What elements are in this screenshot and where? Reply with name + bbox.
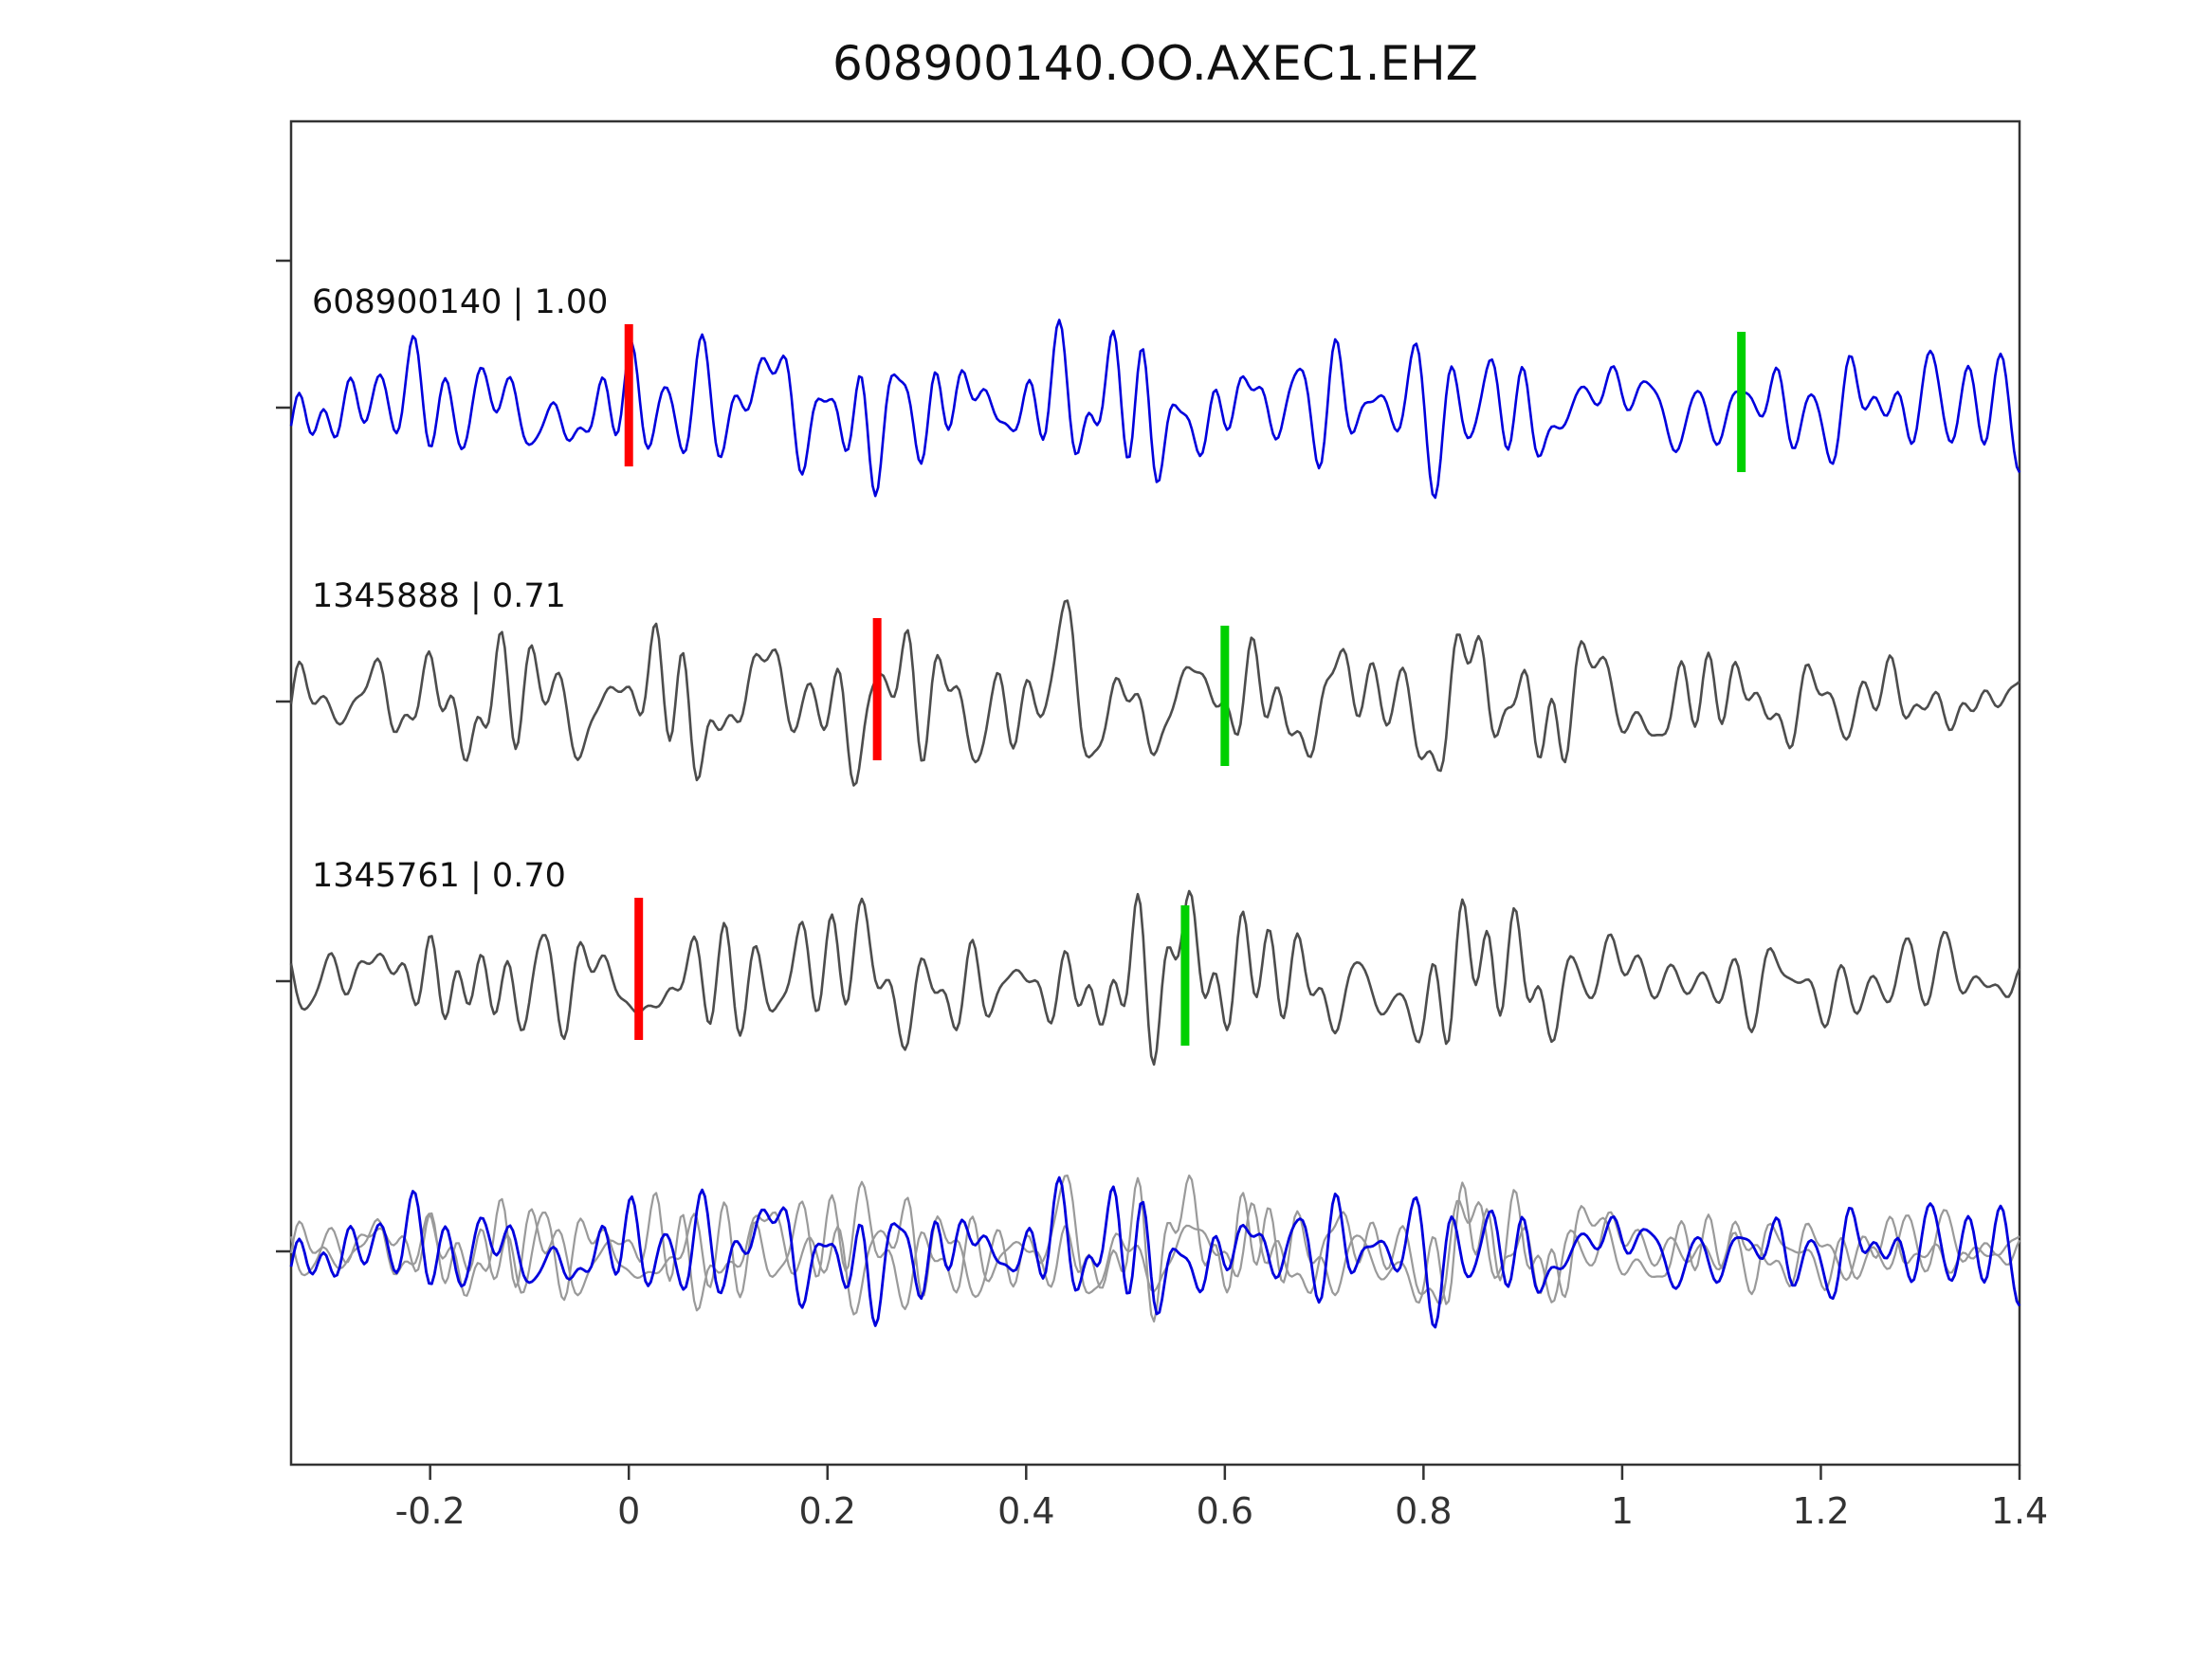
trace-label-608900140: 608900140 | 1.00: [312, 283, 608, 321]
x-tick-label: 0.2: [799, 1490, 856, 1532]
x-tick-label: 0.4: [997, 1490, 1054, 1532]
x-tick-label: 0.6: [1197, 1490, 1253, 1532]
overlay-trace-1: [289, 1174, 2020, 1323]
overlay-trace-2: [289, 1176, 2021, 1329]
plot-border: [289, 119, 2021, 1467]
x-tick-label: 0: [617, 1490, 640, 1532]
trace-line-1345761: [289, 889, 2021, 1066]
x-tick-label: 0.8: [1395, 1490, 1452, 1532]
plot-title: 608900140.OO.AXEC1.EHZ: [832, 36, 1478, 91]
trace-label-1345888: 1345888 | 0.71: [312, 577, 566, 615]
x-tick-label: 1: [1611, 1490, 1634, 1532]
trace-label-1345761: 1345761 | 0.70: [312, 857, 566, 895]
trace-line-608900140: [289, 319, 2021, 500]
x-tick-label: 1.2: [1792, 1490, 1849, 1532]
overlay-trace-0: [289, 1174, 2020, 1316]
trace-line-1345888: [289, 599, 2020, 787]
x-tick-label: 1.4: [1991, 1490, 2048, 1532]
x-tick-label: -0.2: [395, 1490, 466, 1532]
